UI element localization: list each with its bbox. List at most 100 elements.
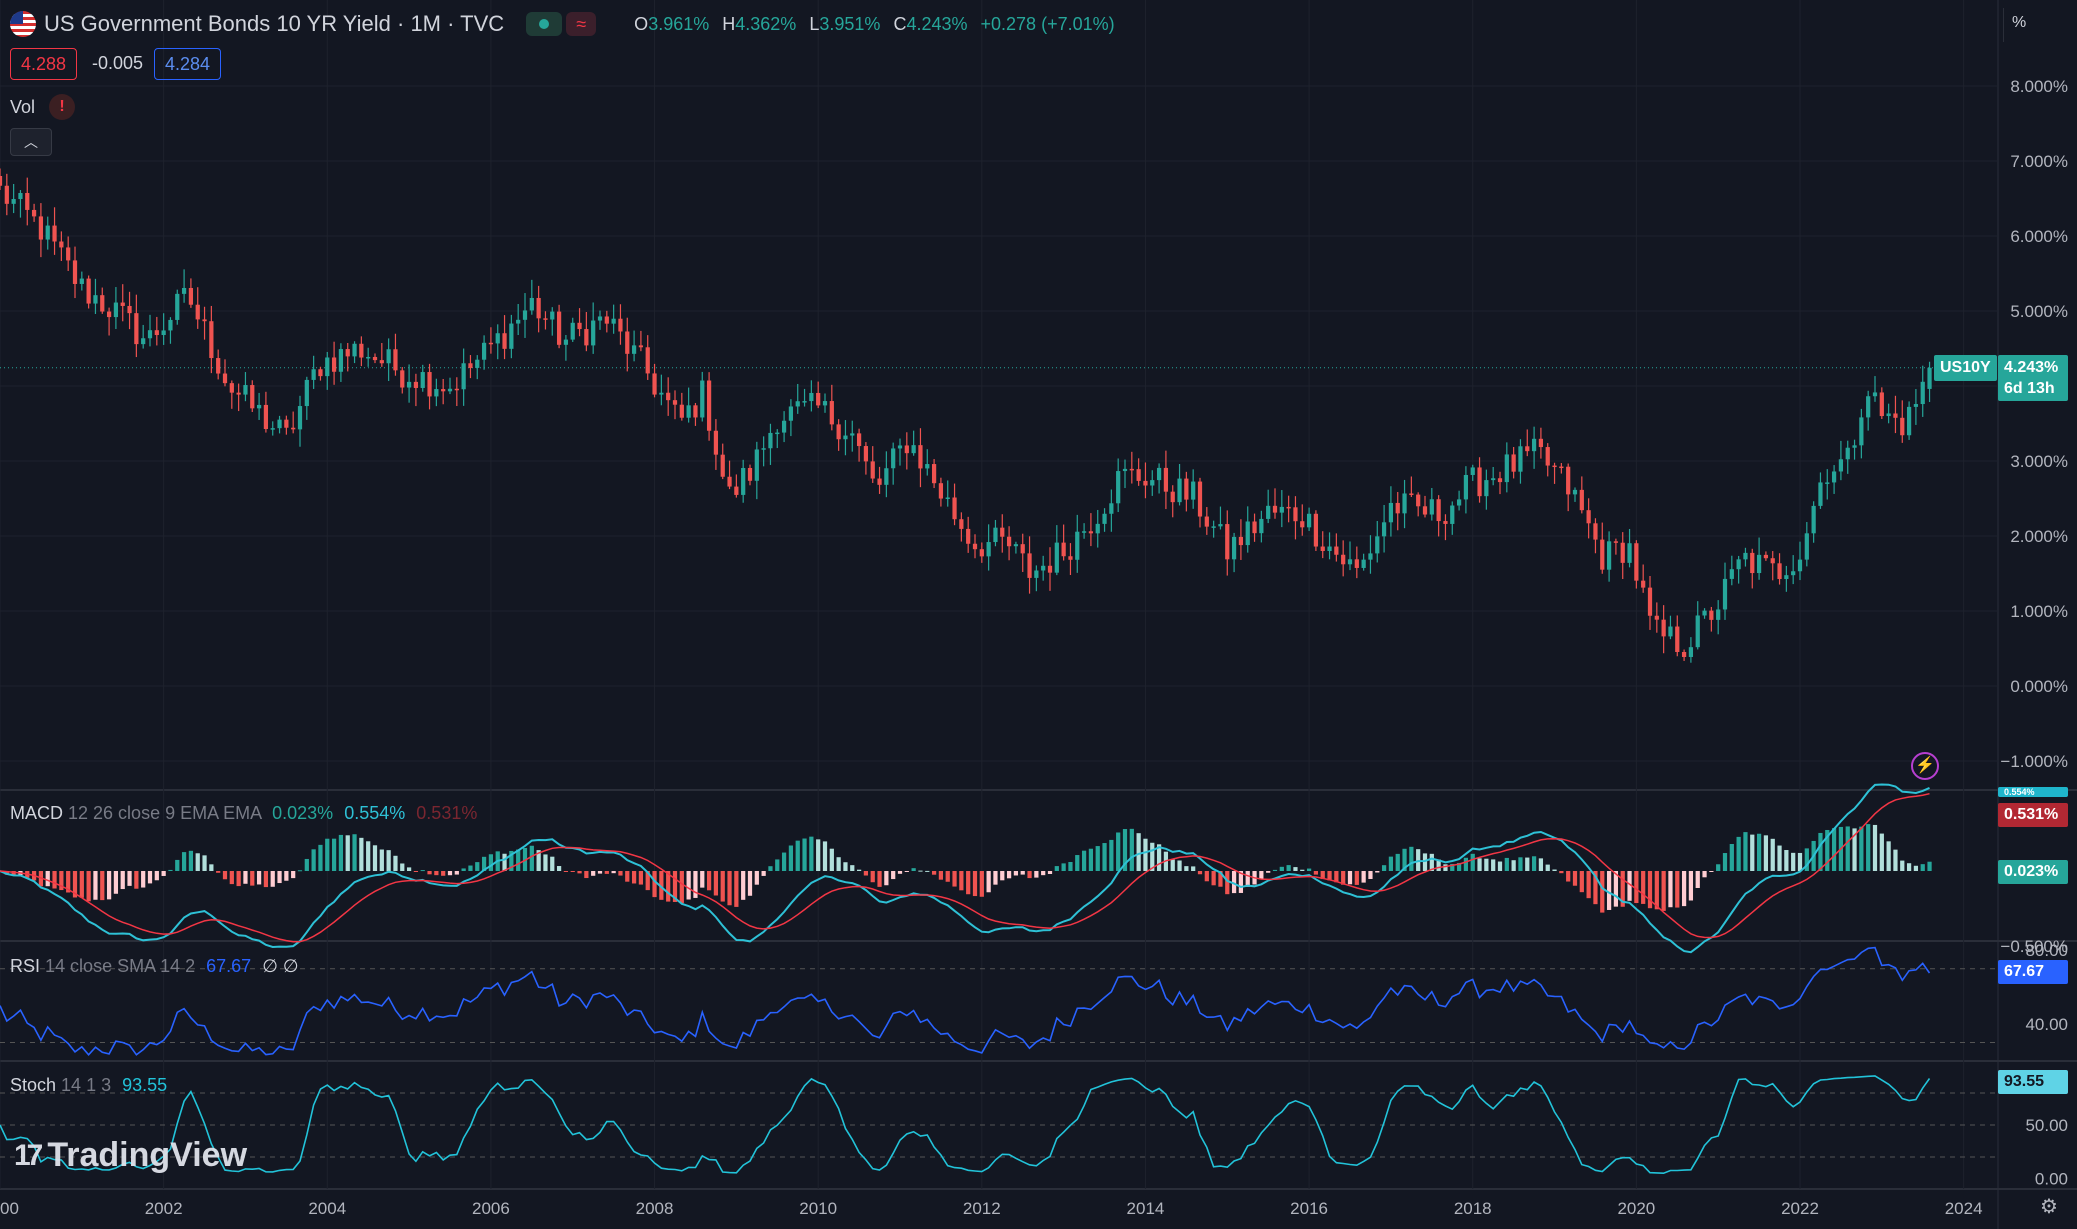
candle-body — [338, 349, 344, 372]
candle-body — [4, 185, 9, 204]
wave-icon[interactable]: ≈ — [566, 12, 597, 36]
candle-body — [1525, 446, 1530, 452]
macd-hist-bar — [1102, 843, 1107, 871]
lightning-icon[interactable]: ⚡ — [1911, 752, 1939, 780]
candle-body — [1729, 569, 1734, 579]
candle-body — [345, 349, 350, 357]
macd-hist-bar — [1722, 853, 1728, 871]
candle-body — [1825, 482, 1830, 484]
macd-hist-bar — [597, 871, 603, 874]
macd-hist-bar — [441, 871, 446, 876]
macd-hist-bar — [1402, 848, 1407, 871]
buy-price-button[interactable]: 4.284 — [154, 48, 222, 80]
macd-hist-bar — [1191, 866, 1196, 871]
candle-body — [1184, 478, 1189, 500]
candle-body — [1784, 575, 1789, 580]
candle-body — [1102, 513, 1107, 524]
candle-body — [45, 225, 50, 240]
candle-body — [809, 392, 814, 402]
macd-hist-bar — [1777, 845, 1782, 871]
macd-hist-bar — [304, 858, 309, 871]
macd-hist-bar — [202, 855, 207, 871]
symbol-title[interactable]: US Government Bonds 10 YR Yield · 1M · T… — [44, 11, 505, 36]
candle-body — [38, 216, 44, 240]
macd-hist-bar — [700, 871, 705, 888]
macd-hist-bar — [120, 871, 125, 890]
candle-body — [1347, 559, 1353, 565]
volume-legend[interactable]: Vol ! — [10, 94, 76, 120]
macd-hist-bar — [1245, 871, 1250, 887]
candle-body — [106, 311, 112, 318]
time-axis-label: 2022 — [1781, 1199, 1819, 1218]
macd-hist-bar — [250, 871, 255, 886]
candle-body — [1368, 553, 1373, 560]
macd-hist-bar — [1204, 871, 1209, 882]
candle-body — [1020, 544, 1025, 554]
macd-hist-bar — [761, 871, 766, 876]
candle-body — [816, 392, 821, 406]
candle-body — [802, 401, 807, 403]
candle-body — [877, 478, 882, 485]
macd-hist-bar — [645, 871, 650, 891]
macd-hist-bar — [427, 871, 432, 875]
candle-body — [1231, 536, 1237, 560]
candle-body — [1422, 506, 1428, 515]
macd-hist-bar — [243, 871, 248, 884]
candle-body — [781, 420, 787, 433]
macd-hist-bar — [918, 870, 923, 872]
macd-hist-bar — [318, 844, 323, 871]
macd-hist-bar — [972, 871, 978, 897]
macd-hist-bar — [1920, 864, 1925, 871]
time-axis-label: 2000 — [0, 1199, 19, 1218]
macd-hist-bar — [1375, 871, 1380, 873]
candle-body — [1927, 367, 1932, 389]
candle-body — [1491, 478, 1496, 481]
candle-body — [1675, 626, 1680, 652]
macd-hist-bar — [1341, 871, 1346, 885]
candle-body — [1047, 565, 1053, 573]
market-status-dot-icon[interactable] — [526, 12, 563, 36]
candle-body — [1068, 556, 1073, 560]
macd-hist-bar — [788, 845, 794, 871]
macd-hist-bar — [1531, 856, 1537, 871]
candle-body — [754, 449, 759, 481]
macd-hist-bar — [1184, 866, 1189, 871]
candle-body — [481, 342, 487, 360]
macd-hist-bar — [638, 871, 644, 885]
candle-body — [706, 380, 712, 431]
macd-hist-bar — [291, 871, 296, 879]
macd-hist-bar — [1831, 828, 1837, 871]
rsi-legend[interactable]: RSI 14 close SMA 14 2 67.67 ∅ ∅ — [10, 956, 299, 977]
sell-price-button[interactable]: 4.288 — [10, 48, 78, 80]
candle-body — [829, 401, 834, 425]
macd-hist-bar — [1681, 871, 1687, 907]
macd-hist-bar — [1177, 860, 1182, 871]
candle-body — [331, 357, 337, 372]
stoch-tick-label: 50.00 — [2025, 1116, 2068, 1135]
candle-body — [11, 199, 16, 204]
scale-unit-label[interactable]: % — [2003, 8, 2067, 42]
candle-body — [188, 287, 194, 305]
candle-body — [1688, 647, 1694, 657]
candle-body — [236, 392, 241, 395]
gear-icon[interactable]: ⚙ — [2040, 1196, 2058, 1218]
macd-hist-bar — [986, 871, 991, 893]
candle-body — [1402, 493, 1407, 514]
stoch-legend[interactable]: Stoch 14 1 3 93.55 — [10, 1075, 167, 1096]
collapse-legend-button[interactable]: ︿ — [10, 128, 52, 156]
candle-body — [577, 322, 582, 330]
rsi-extra: ∅ ∅ — [262, 956, 299, 976]
macd-hist-bar — [481, 856, 487, 871]
macd-hist-bar — [1886, 841, 1891, 871]
warning-icon[interactable]: ! — [49, 94, 76, 120]
candle-body — [1429, 499, 1434, 515]
macd-legend[interactable]: MACD 12 26 close 9 EMA EMA 0.023% 0.554%… — [10, 803, 477, 824]
stoch-tick-label: 0.00 — [2035, 1169, 2068, 1188]
macd-hist-bar — [775, 859, 780, 871]
candle-body — [1791, 571, 1796, 576]
candle-body — [1436, 499, 1441, 522]
macd-hist-bar — [611, 871, 616, 874]
macd-line-tag: 0.554% — [1998, 787, 2068, 797]
price-tick-label: 8.000% — [2010, 77, 2068, 96]
